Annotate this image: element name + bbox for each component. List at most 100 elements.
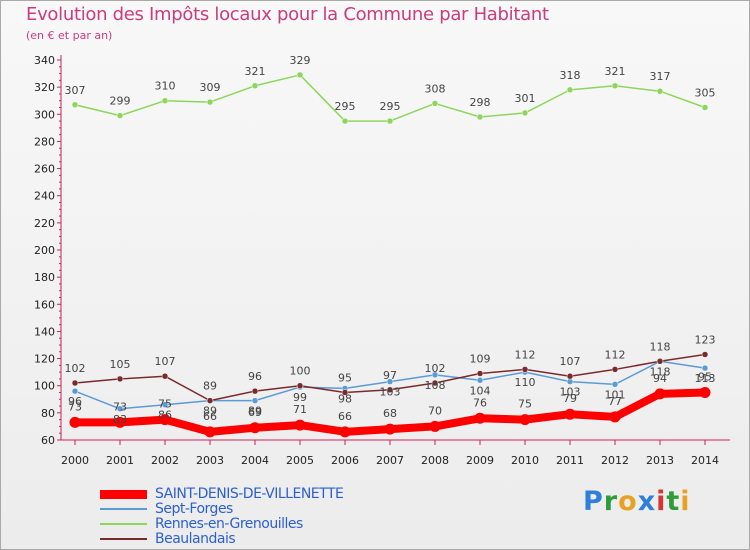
data-label: 295 bbox=[380, 100, 401, 113]
y-tick-label: 340 bbox=[34, 54, 55, 67]
x-tick-label: 2012 bbox=[601, 454, 629, 467]
data-point bbox=[476, 370, 484, 377]
data-point bbox=[566, 86, 574, 94]
data-point bbox=[476, 377, 484, 384]
data-point bbox=[114, 416, 126, 428]
data-point bbox=[341, 117, 349, 125]
data-label: 79 bbox=[563, 392, 577, 405]
data-point bbox=[386, 386, 394, 394]
data-label: 103 bbox=[380, 386, 401, 399]
data-label: 118 bbox=[650, 365, 671, 378]
legend-label: Beaulandais bbox=[155, 531, 236, 547]
data-label: 307 bbox=[65, 84, 86, 97]
data-label: 321 bbox=[245, 65, 266, 78]
data-label: 113 bbox=[695, 372, 716, 385]
data-point bbox=[161, 97, 169, 104]
data-label: 308 bbox=[425, 82, 446, 95]
legend-label: SAINT-DENIS-DE-VILLENETTE bbox=[155, 486, 344, 502]
legend-swatch bbox=[100, 523, 147, 525]
data-label: 108 bbox=[425, 379, 446, 392]
data-point bbox=[296, 382, 304, 389]
data-label: 299 bbox=[110, 95, 131, 108]
data-point bbox=[701, 104, 709, 111]
y-tick-label: 100 bbox=[34, 380, 55, 393]
data-point bbox=[611, 366, 619, 373]
data-point bbox=[431, 379, 439, 387]
chart-subtitle: (en € et par an) bbox=[26, 29, 113, 42]
y-tick-label: 320 bbox=[34, 81, 55, 94]
data-label: 94 bbox=[653, 372, 667, 385]
data-label: 310 bbox=[155, 80, 176, 93]
data-label: 71 bbox=[293, 403, 307, 416]
proxiti-logo: Proxiti bbox=[583, 486, 691, 517]
data-label: 100 bbox=[290, 365, 311, 378]
x-tick-label: 2002 bbox=[151, 454, 179, 467]
data-point bbox=[69, 416, 81, 428]
x-tick-label: 2004 bbox=[241, 454, 269, 467]
data-label: 86 bbox=[158, 409, 172, 422]
data-label: 73 bbox=[113, 400, 127, 413]
data-point bbox=[204, 426, 216, 438]
data-label: 66 bbox=[338, 410, 352, 423]
data-point bbox=[429, 420, 441, 432]
data-point bbox=[116, 112, 124, 119]
data-label: 112 bbox=[515, 348, 536, 361]
data-point bbox=[521, 109, 529, 117]
legend-item: Beaulandais bbox=[100, 531, 343, 547]
data-point bbox=[611, 381, 619, 388]
y-tick-label: 220 bbox=[34, 217, 55, 230]
legend-item: Sept-Forges bbox=[100, 501, 343, 517]
x-tick-label: 2000 bbox=[61, 454, 89, 467]
data-point bbox=[476, 113, 484, 121]
y-tick-label: 60 bbox=[41, 434, 55, 447]
data-label: 89 bbox=[203, 405, 217, 418]
data-point bbox=[206, 397, 214, 404]
data-point bbox=[341, 389, 349, 396]
data-label: 101 bbox=[605, 388, 626, 401]
x-tick-label: 2003 bbox=[196, 454, 224, 467]
data-label: 102 bbox=[425, 362, 446, 375]
data-label: 105 bbox=[110, 358, 131, 371]
data-label: 98 bbox=[338, 392, 352, 405]
data-point bbox=[519, 414, 531, 426]
legend-item: Rennes-en-Grenouilles bbox=[100, 516, 343, 532]
data-label: 118 bbox=[650, 340, 671, 353]
data-point bbox=[251, 387, 259, 395]
data-label: 75 bbox=[158, 398, 172, 411]
data-label: 69 bbox=[248, 406, 262, 419]
legend: SAINT-DENIS-DE-VILLENETTE Sept-Forges Renn… bbox=[100, 486, 344, 547]
data-point bbox=[294, 419, 306, 431]
y-tick-label: 280 bbox=[34, 135, 55, 148]
data-point bbox=[71, 101, 79, 109]
data-label: 107 bbox=[560, 355, 581, 368]
data-label: 95 bbox=[698, 371, 712, 384]
data-label: 317 bbox=[650, 70, 671, 83]
data-point bbox=[431, 371, 439, 379]
x-tick-label: 2013 bbox=[646, 454, 674, 467]
data-label: 321 bbox=[605, 65, 626, 78]
legend-item: SAINT-DENIS-DE-VILLENETTE bbox=[100, 486, 344, 502]
data-point bbox=[161, 372, 169, 380]
legend-swatch bbox=[100, 489, 147, 499]
data-point bbox=[386, 378, 394, 385]
x-tick-label: 2009 bbox=[466, 454, 494, 467]
y-tick-label: 260 bbox=[34, 163, 55, 176]
x-tick-label: 2014 bbox=[691, 454, 719, 467]
legend-swatch bbox=[100, 508, 147, 510]
data-point bbox=[339, 426, 351, 438]
data-label: 76 bbox=[473, 396, 487, 409]
data-point bbox=[566, 378, 574, 385]
data-label: 123 bbox=[695, 334, 716, 347]
x-tick-label: 2010 bbox=[511, 454, 539, 467]
data-point bbox=[116, 405, 124, 413]
x-tick-label: 2005 bbox=[286, 454, 314, 467]
data-point bbox=[249, 422, 261, 434]
y-tick-label: 160 bbox=[34, 298, 55, 311]
data-label: 96 bbox=[68, 395, 82, 408]
data-point bbox=[71, 387, 79, 395]
x-tick-label: 2001 bbox=[106, 454, 134, 467]
data-point bbox=[474, 412, 486, 424]
data-label: 89 bbox=[203, 380, 217, 393]
